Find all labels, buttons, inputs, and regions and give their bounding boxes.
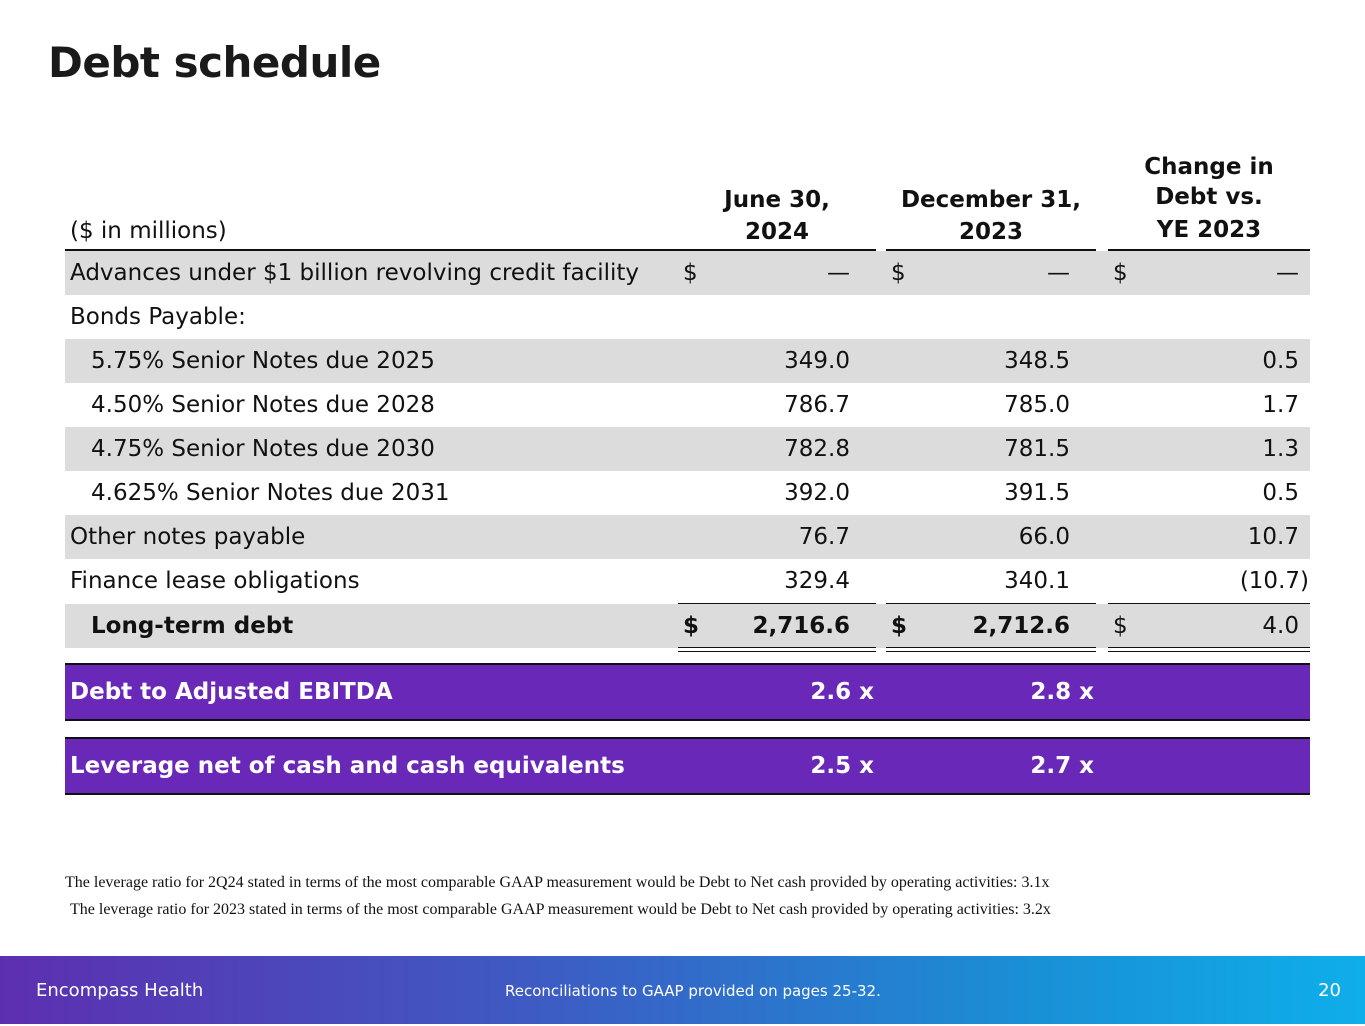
value-dec-2023: 785.0 (1004, 392, 1070, 418)
value-june-2024: 392.0 (784, 480, 850, 506)
header-rule (65, 249, 876, 251)
table-row: Finance lease obligations 329.4 340.1 (1… (65, 559, 1310, 603)
table-row: Bonds Payable: (65, 295, 1310, 339)
brand-name: Encompass Health (36, 980, 204, 1001)
column-header-line: June 30, (724, 187, 830, 213)
table-row: 4.75% Senior Notes due 2030 782.8 781.5 … (65, 427, 1310, 471)
value-dec-2023: 391.5 (1004, 480, 1070, 506)
subtotal-rule (678, 603, 876, 604)
row-label: Bonds Payable: (70, 304, 246, 330)
footer-bar: Encompass Health Reconciliations to GAAP… (0, 956, 1365, 1024)
row-label: 4.50% Senior Notes due 2028 (91, 392, 435, 418)
column-header-line: YE 2023 (1156, 217, 1262, 243)
ratio-june-2024: 2.6 x (810, 679, 874, 705)
ratio-june-2024: 2.5 x (810, 753, 874, 779)
ratio-dec-2023: 2.8 x (1030, 679, 1094, 705)
value-change: 0.5 (1262, 348, 1299, 374)
dollar-sign: $ (891, 260, 906, 286)
value-dec-2023: 340.1 (1004, 568, 1070, 594)
ratio-dec-2023: 2.7 x (1030, 753, 1094, 779)
ratio-bar: Leverage net of cash and cash equivalent… (65, 737, 1310, 795)
value-change: 10.7 (1247, 524, 1299, 550)
value-change: 4.0 (1262, 613, 1299, 639)
column-header-june-2024: June 30, 2024 (678, 184, 876, 248)
value-change: — (1276, 260, 1299, 286)
total-rule (678, 651, 876, 652)
page-title: Debt schedule (48, 38, 381, 87)
row-label: Other notes payable (70, 524, 306, 550)
value-june-2024: 329.4 (784, 568, 850, 594)
value-june-2024: 349.0 (784, 348, 850, 374)
value-june-2024: 782.8 (784, 436, 850, 462)
column-header-line: Debt vs. (1155, 184, 1263, 210)
dollar-sign: $ (683, 613, 700, 639)
value-change: (10.7) (1239, 568, 1309, 594)
column-header-dec-2023: December 31, 2023 (886, 184, 1096, 248)
total-rule (1108, 647, 1310, 648)
value-dec-2023: 2,712.6 (972, 613, 1071, 639)
value-dec-2023: 348.5 (1004, 348, 1070, 374)
table-row: Advances under $1 billion revolving cred… (65, 251, 1310, 295)
table-row: 4.50% Senior Notes due 2028 786.7 785.0 … (65, 383, 1310, 427)
total-rule (886, 651, 1096, 652)
value-change: 1.3 (1262, 436, 1299, 462)
total-rule (886, 647, 1096, 648)
column-header-line: 2024 (744, 219, 809, 245)
row-label: 4.625% Senior Notes due 2031 (91, 480, 450, 506)
subtotal-rule (1108, 603, 1310, 604)
dollar-sign: $ (891, 613, 908, 639)
column-header-line: Change in (1144, 154, 1274, 180)
dollar-sign: $ (1113, 613, 1128, 639)
subtotal-rule (886, 603, 1096, 604)
footnote: The leverage ratio for 2023 stated in te… (70, 901, 1051, 918)
column-header-change: Change in Debt vs. YE 2023 (1108, 152, 1310, 246)
value-dec-2023: 781.5 (1004, 436, 1070, 462)
total-rule (1108, 651, 1310, 652)
table-row: 5.75% Senior Notes due 2025 349.0 348.5 … (65, 339, 1310, 383)
ratio-label: Leverage net of cash and cash equivalent… (70, 753, 625, 779)
value-dec-2023: — (1047, 260, 1070, 286)
footer-note: Reconciliations to GAAP provided on page… (505, 982, 881, 1000)
dollar-sign: $ (1113, 260, 1128, 286)
value-change: 1.7 (1262, 392, 1299, 418)
header-rule (886, 249, 1096, 251)
total-rule (678, 647, 876, 648)
column-header-line: 2023 (958, 219, 1023, 245)
table-row: 4.625% Senior Notes due 2031 392.0 391.5… (65, 471, 1310, 515)
value-june-2024: 786.7 (784, 392, 850, 418)
value-change: 0.5 (1262, 480, 1299, 506)
header-rule (1108, 249, 1310, 251)
page-number: 20 (1318, 980, 1341, 1001)
row-label: 5.75% Senior Notes due 2025 (91, 348, 435, 374)
value-dec-2023: 66.0 (1018, 524, 1070, 550)
value-june-2024: — (827, 260, 850, 286)
row-label: 4.75% Senior Notes due 2030 (91, 436, 435, 462)
units-label: ($ in millions) (70, 218, 227, 244)
ratio-bar: Debt to Adjusted EBITDA 2.6 x 2.8 x (65, 663, 1310, 721)
table-row: Other notes payable 76.7 66.0 10.7 (65, 515, 1310, 559)
row-label: Long-term debt (91, 613, 294, 639)
row-label: Advances under $1 billion revolving cred… (70, 260, 640, 286)
footnote: The leverage ratio for 2Q24 stated in te… (65, 874, 1050, 891)
value-june-2024: 2,716.6 (752, 613, 851, 639)
dollar-sign: $ (683, 260, 698, 286)
value-june-2024: 76.7 (798, 524, 850, 550)
column-header-line: December 31, (900, 187, 1082, 213)
row-label: Finance lease obligations (70, 568, 360, 594)
total-row: Long-term debt $ 2,716.6 $ 2,712.6 $ 4.0 (65, 604, 1310, 648)
ratio-label: Debt to Adjusted EBITDA (70, 679, 393, 705)
